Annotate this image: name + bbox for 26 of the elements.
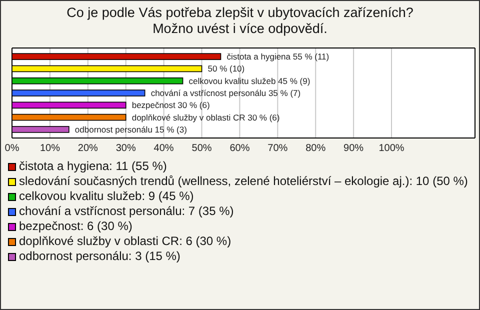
x-tick-label: 30% (116, 143, 136, 154)
legend-label: odbornost personálu: 3 (15 %) (19, 249, 180, 264)
x-tick-label: 90% (344, 143, 364, 154)
x-tick-label: 10% (40, 143, 60, 154)
legend-label: bezpečnost: 6 (30 %) (19, 219, 132, 234)
legend-label: čistota a hygiena: 11 (55 %) (19, 159, 167, 174)
data-label: čistota a hygiena 55 % (11) (226, 52, 330, 62)
data-label: celkovou kvalitu služeb 45 % (9) (188, 76, 310, 86)
legend-label: sledování současných trendů (wellness, zelené hoteliérství – ekologie aj.): 10 (50 %) (19, 174, 468, 189)
x-tick-label: 60% (230, 143, 250, 154)
data-label: bezpečnost 30 % (6) (132, 100, 210, 110)
data-label: chování a vstřícnost personálu 35 % (7) (150, 88, 301, 98)
x-tick-label: 50% (192, 143, 212, 154)
data-label: 50 % (10) (208, 64, 245, 74)
x-tick-label: 100% (378, 143, 404, 154)
x-tick-label: 70% (268, 143, 288, 154)
legend-label: celkovou kvalitu služeb: 9 (45 %) (19, 189, 194, 204)
x-tick-label: 20% (78, 143, 98, 154)
data-label: doplňkové služby v oblasti CR 30 % (6) (132, 112, 280, 122)
x-tick-label: 80% (306, 143, 326, 154)
x-tick-label: 40% (154, 143, 174, 154)
data-label: odbornost personálu 15 % (3) (74, 124, 188, 134)
chart-title: Co je podle Vás potřeba zlepšit v ubytovacích zařízeních? Možno uvést i více odpovědí. (66, 5, 414, 36)
legend-label: doplňkové služby v oblasti CR: 6 (30 %) (19, 234, 232, 249)
x-tick-label: 0% (4, 143, 20, 154)
legend-label: chování a vstřícnost personálu: 7 (35 %) (19, 204, 234, 219)
